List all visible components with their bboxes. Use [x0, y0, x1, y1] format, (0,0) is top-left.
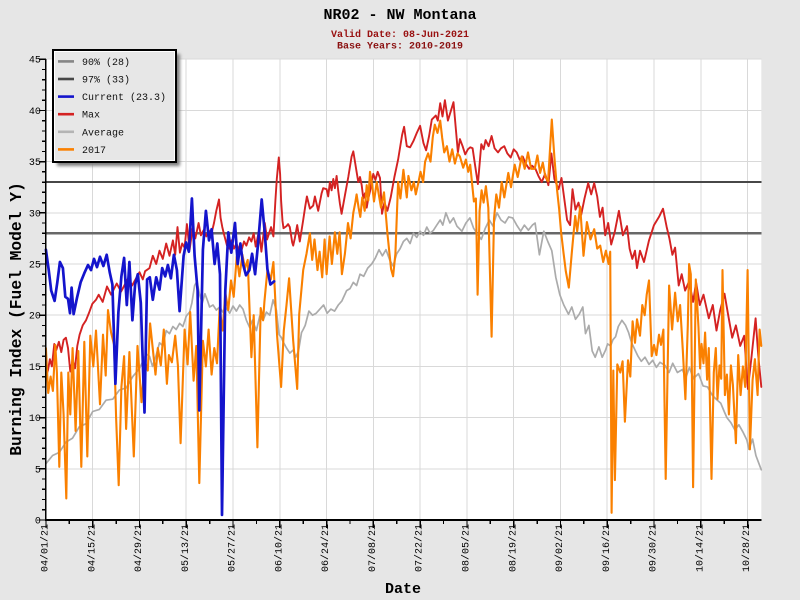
svg-text:08/05/21: 08/05/21 — [461, 524, 473, 572]
svg-text:25: 25 — [29, 261, 41, 272]
svg-text:04/15/21: 04/15/21 — [86, 524, 98, 572]
svg-text:30: 30 — [29, 209, 41, 220]
svg-text:05/27/21: 05/27/21 — [227, 524, 239, 572]
svg-text:07/22/21: 07/22/21 — [414, 524, 426, 572]
svg-text:90% (28): 90% (28) — [82, 57, 130, 69]
svg-text:09/02/21: 09/02/21 — [554, 524, 566, 572]
svg-text:10/14/21: 10/14/21 — [694, 524, 706, 572]
svg-text:10/28/21: 10/28/21 — [741, 524, 753, 572]
svg-text:09/16/21: 09/16/21 — [601, 524, 613, 572]
svg-text:Valid Date: 08-Jun-2021: Valid Date: 08-Jun-2021 — [331, 29, 469, 41]
svg-text:45: 45 — [29, 56, 41, 67]
svg-text:09/30/21: 09/30/21 — [648, 524, 660, 572]
svg-text:Average: Average — [82, 128, 124, 139]
svg-text:Current (23.3): Current (23.3) — [82, 92, 166, 104]
svg-text:40: 40 — [29, 107, 41, 118]
svg-text:07/08/21: 07/08/21 — [367, 524, 379, 572]
svg-text:Date: Date — [385, 581, 421, 598]
svg-text:05/13/21: 05/13/21 — [180, 524, 192, 572]
svg-text:97% (33): 97% (33) — [82, 75, 130, 87]
svg-text:35: 35 — [29, 158, 41, 169]
svg-text:2017: 2017 — [82, 146, 106, 157]
svg-text:08/19/21: 08/19/21 — [507, 524, 519, 572]
svg-text:20: 20 — [29, 312, 41, 323]
svg-text:10: 10 — [29, 414, 41, 425]
svg-text:0: 0 — [35, 517, 41, 528]
svg-text:Base Years: 2010-2019: Base Years: 2010-2019 — [337, 42, 463, 53]
svg-text:Burning Index (Fuel Model Y): Burning Index (Fuel Model Y) — [7, 182, 26, 456]
svg-text:5: 5 — [35, 465, 41, 476]
svg-text:15: 15 — [29, 363, 41, 374]
svg-text:Max: Max — [82, 111, 100, 122]
svg-text:04/29/21: 04/29/21 — [133, 524, 145, 572]
svg-text:06/10/21: 06/10/21 — [273, 524, 285, 572]
svg-text:06/24/21: 06/24/21 — [320, 524, 332, 572]
svg-text:NR02 - NW Montana: NR02 - NW Montana — [323, 7, 476, 24]
svg-text:04/01/21: 04/01/21 — [40, 524, 52, 572]
